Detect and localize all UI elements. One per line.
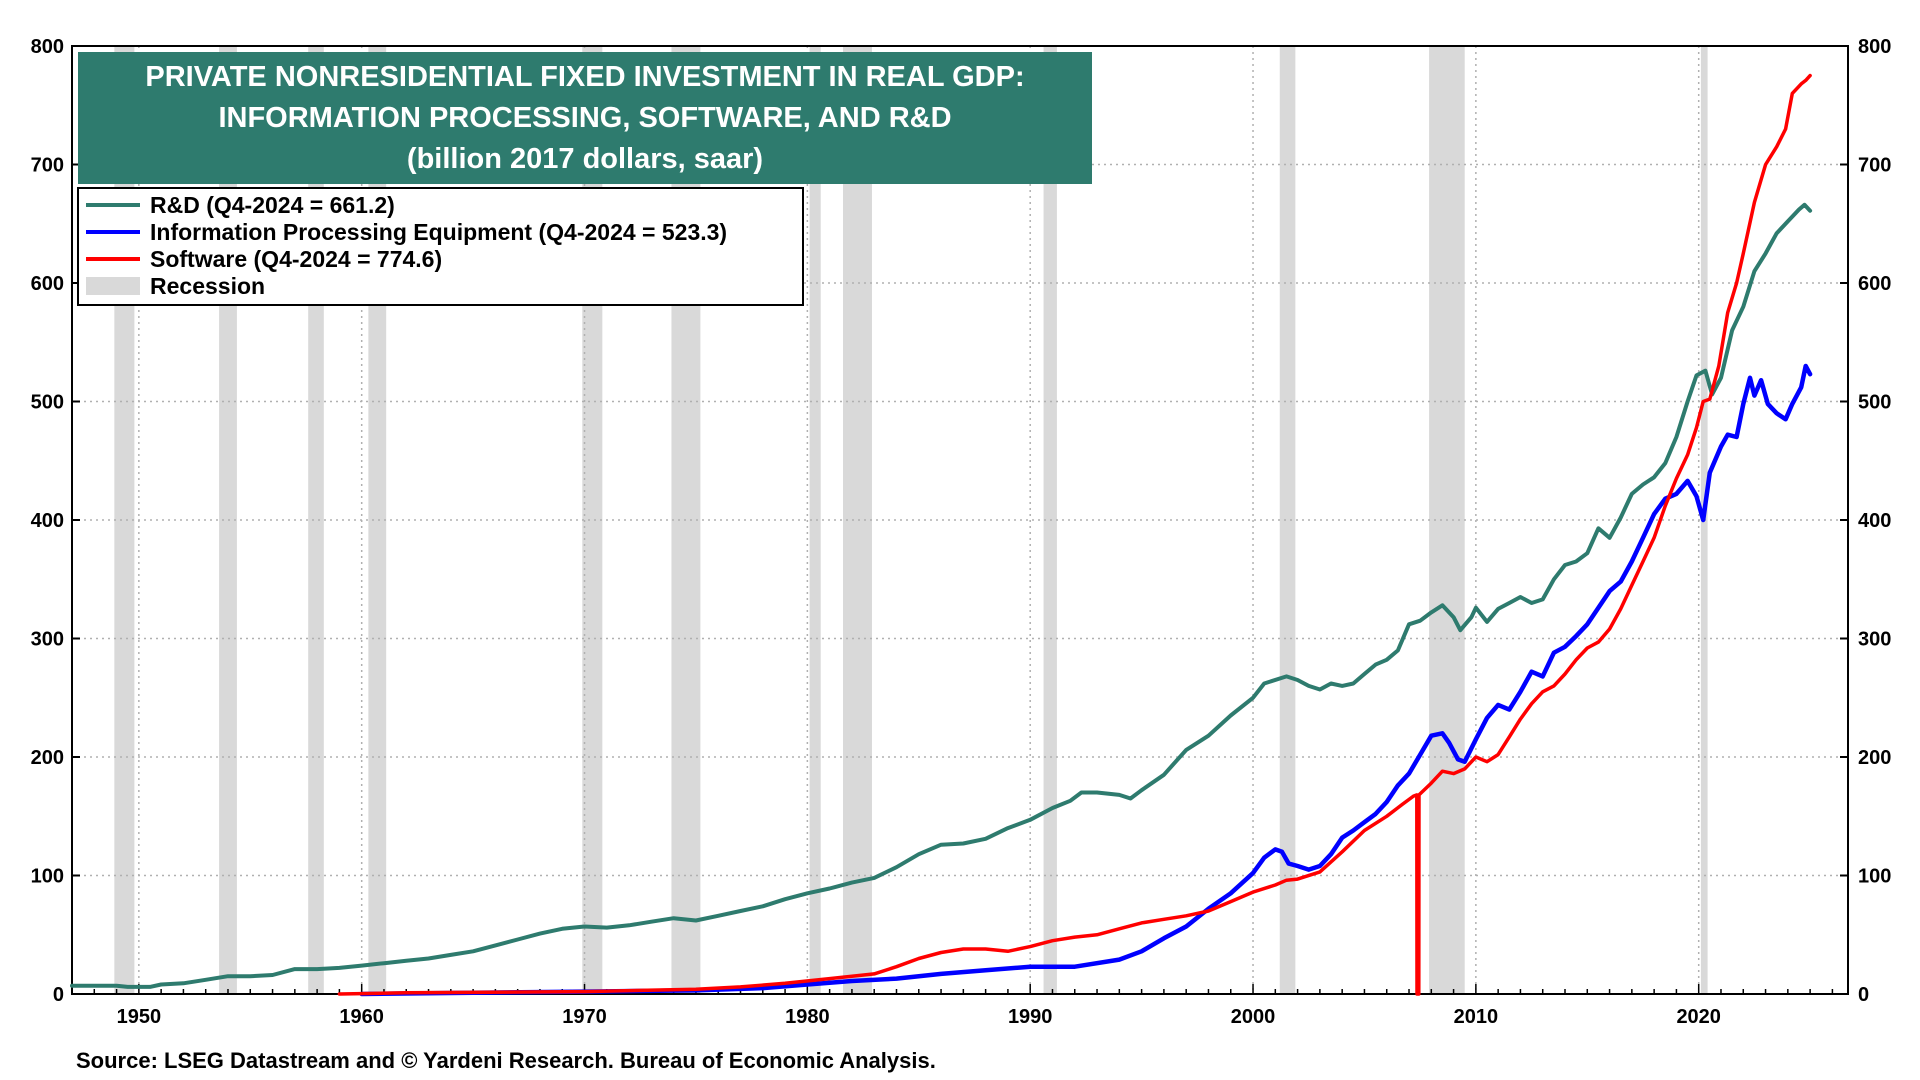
series-line-software: [337, 73, 1812, 996]
right-y-axis: 0 100 200 300 400 500 600 700 800: [1840, 36, 1891, 1006]
x-axis: 1950 1960 1970 1980 1990 2000 2010 2020: [71, 984, 1834, 1028]
x-tick-label-2000: 2000: [1231, 1006, 1276, 1028]
x-tick-label-1950: 1950: [117, 1006, 162, 1028]
left-tick-label-100: 100: [31, 866, 64, 888]
x-tick-label-1990: 1990: [1008, 1006, 1053, 1028]
legend-label-info: Information Processing Equipment (Q4-202…: [150, 219, 727, 245]
legend-box: [77, 187, 804, 306]
title-box: PRIVATE NONRESIDENTIAL FIXED INVESTMENT …: [78, 52, 1092, 184]
right-tick-label-700: 700: [1858, 155, 1891, 177]
title-line-3: (billion 2017 dollars, saar): [407, 143, 763, 175]
right-tick-label-500: 500: [1858, 392, 1891, 414]
right-tick-label-0: 0: [1858, 984, 1869, 1006]
legend-label-rd: R&D (Q4-2024 = 661.2): [150, 192, 395, 218]
left-tick-label-600: 600: [31, 273, 64, 295]
title-line-1: PRIVATE NONRESIDENTIAL FIXED INVESTMENT …: [145, 61, 1024, 93]
recession-band-6: [809, 46, 821, 994]
x-tick-label-2020: 2020: [1676, 1006, 1721, 1028]
left-tick-label-400: 400: [31, 510, 64, 532]
source-note: Source: LSEG Datastream and © Yardeni Re…: [76, 1048, 936, 1073]
right-tick-label-200: 200: [1858, 747, 1891, 769]
left-tick-label-500: 500: [31, 392, 64, 414]
right-tick-label-300: 300: [1858, 629, 1891, 651]
right-tick-label-400: 400: [1858, 510, 1891, 532]
left-tick-label-700: 700: [31, 155, 64, 177]
legend-label-recession: Recession: [150, 273, 265, 299]
legend-swatch-recession: [86, 277, 140, 295]
title-background: [78, 52, 1092, 184]
series-line-rd: [70, 202, 1813, 989]
left-tick-label-300: 300: [31, 629, 64, 651]
left-y-axis: 0 100 200 300 400 500 600 700 800: [31, 36, 80, 1006]
x-tick-label-2010: 2010: [1454, 1006, 1499, 1028]
series-line-info: [359, 363, 1813, 997]
right-tick-label-800: 800: [1858, 36, 1891, 58]
left-tick-label-0: 0: [53, 984, 64, 1006]
legend: R&D (Q4-2024 = 661.2) Information Proces…: [77, 187, 804, 306]
left-tick-label-800: 800: [31, 36, 64, 58]
x-tick-label-1980: 1980: [785, 1006, 830, 1028]
right-tick-label-600: 600: [1858, 273, 1891, 295]
title-line-2: INFORMATION PROCESSING, SOFTWARE, AND R&…: [218, 102, 951, 134]
x-tick-label-1970: 1970: [562, 1006, 607, 1028]
right-tick-label-100: 100: [1858, 866, 1891, 888]
x-tick-label-1960: 1960: [339, 1006, 384, 1028]
legend-label-software: Software (Q4-2024 = 774.6): [150, 246, 442, 272]
left-tick-label-200: 200: [31, 747, 64, 769]
series-lines: [70, 73, 1813, 997]
